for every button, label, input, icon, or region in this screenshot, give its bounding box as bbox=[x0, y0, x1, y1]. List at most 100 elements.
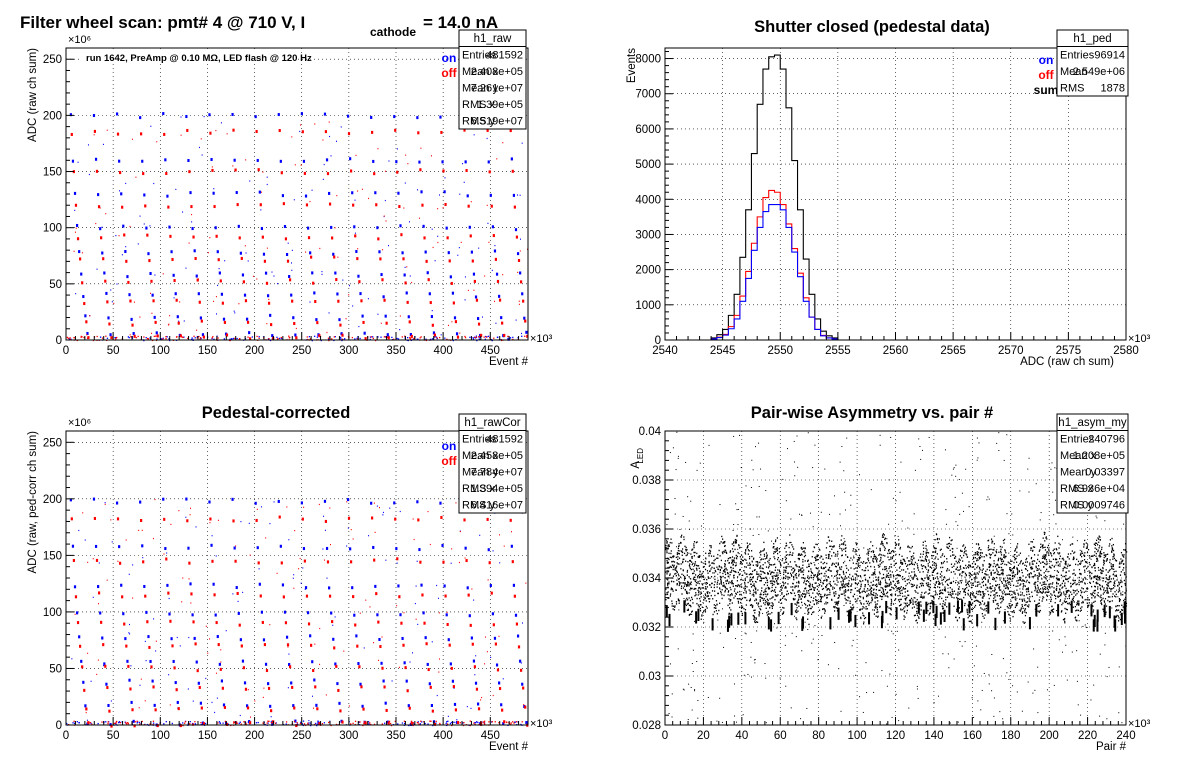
point bbox=[405, 154, 407, 156]
point bbox=[1098, 577, 1101, 580]
point bbox=[947, 547, 950, 549]
point bbox=[732, 570, 735, 572]
point bbox=[220, 122, 222, 124]
point bbox=[169, 315, 171, 317]
point bbox=[723, 594, 725, 597]
point bbox=[471, 642, 474, 646]
point bbox=[910, 562, 913, 565]
point bbox=[898, 539, 900, 541]
point bbox=[960, 549, 962, 552]
point bbox=[1121, 562, 1123, 564]
point bbox=[925, 567, 927, 569]
point bbox=[1010, 606, 1012, 608]
point bbox=[940, 548, 942, 551]
point bbox=[115, 337, 117, 339]
point bbox=[1070, 582, 1072, 585]
point bbox=[667, 544, 669, 547]
point bbox=[219, 667, 222, 671]
point bbox=[698, 576, 700, 579]
point bbox=[782, 595, 785, 598]
point bbox=[240, 521, 242, 523]
point bbox=[352, 722, 354, 725]
point bbox=[1026, 569, 1029, 572]
point bbox=[1017, 579, 1019, 582]
stats-value: 481592 bbox=[486, 50, 523, 62]
point bbox=[268, 338, 270, 340]
point bbox=[1036, 591, 1038, 593]
point bbox=[693, 572, 695, 574]
point bbox=[724, 563, 726, 566]
point bbox=[472, 338, 475, 340]
point bbox=[148, 259, 151, 263]
point bbox=[995, 576, 998, 579]
point bbox=[866, 608, 868, 610]
point bbox=[1103, 564, 1105, 566]
point bbox=[514, 721, 516, 723]
y-tick-label: 3000 bbox=[635, 229, 661, 241]
point bbox=[666, 573, 668, 575]
point bbox=[724, 563, 726, 565]
point bbox=[492, 623, 495, 627]
point bbox=[989, 582, 991, 585]
point bbox=[990, 571, 992, 574]
point bbox=[675, 572, 677, 575]
x-axis-label: ADC (raw ch sum) bbox=[1020, 356, 1114, 368]
point bbox=[759, 567, 761, 570]
point bbox=[798, 558, 800, 561]
point bbox=[1061, 582, 1063, 585]
point bbox=[205, 625, 207, 627]
point bbox=[756, 571, 758, 573]
point bbox=[1104, 597, 1107, 600]
point bbox=[87, 336, 90, 340]
point bbox=[179, 724, 182, 728]
point bbox=[401, 636, 404, 640]
point bbox=[513, 205, 516, 209]
point bbox=[827, 576, 829, 579]
point bbox=[1068, 558, 1070, 560]
point bbox=[383, 685, 386, 689]
point bbox=[358, 280, 361, 284]
point bbox=[478, 247, 480, 249]
point bbox=[761, 567, 763, 569]
point bbox=[386, 336, 389, 338]
point bbox=[238, 338, 241, 341]
point bbox=[697, 604, 699, 606]
point bbox=[887, 556, 889, 558]
point bbox=[822, 587, 825, 590]
point bbox=[695, 574, 697, 576]
point bbox=[764, 589, 766, 591]
point bbox=[1082, 579, 1084, 581]
point bbox=[724, 560, 727, 562]
point bbox=[782, 597, 784, 599]
point bbox=[941, 589, 944, 591]
point bbox=[199, 316, 202, 320]
point bbox=[738, 545, 740, 547]
point bbox=[473, 722, 475, 724]
point bbox=[770, 604, 772, 607]
point bbox=[306, 611, 310, 615]
point bbox=[279, 544, 282, 548]
point bbox=[725, 587, 727, 590]
point bbox=[118, 545, 121, 549]
point bbox=[979, 583, 981, 585]
point bbox=[1062, 569, 1064, 572]
point bbox=[971, 562, 974, 565]
point bbox=[284, 237, 288, 241]
point bbox=[1106, 559, 1108, 561]
point bbox=[857, 582, 860, 584]
point bbox=[971, 598, 973, 601]
point bbox=[840, 593, 842, 595]
point bbox=[213, 338, 215, 340]
point bbox=[407, 315, 410, 319]
point bbox=[255, 130, 258, 134]
point bbox=[884, 549, 886, 551]
point bbox=[1107, 578, 1109, 581]
point bbox=[1084, 576, 1086, 579]
point bbox=[816, 603, 818, 605]
point bbox=[195, 660, 198, 664]
point bbox=[770, 582, 772, 585]
point bbox=[937, 578, 939, 580]
point bbox=[829, 581, 831, 583]
point bbox=[800, 569, 802, 571]
point bbox=[1039, 549, 1041, 551]
